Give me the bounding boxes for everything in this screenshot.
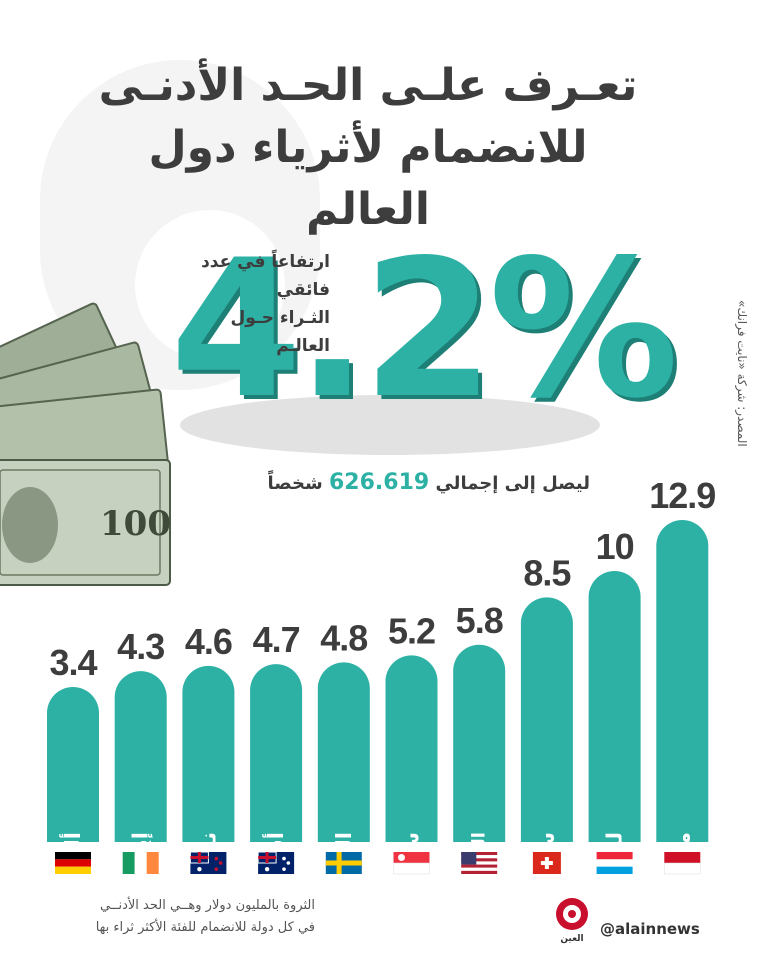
bar-value-label: 3.4 [49,642,97,683]
usa-flag [461,852,498,874]
bar-value-label: 4.6 [185,621,232,662]
switzerland-flag [532,852,561,874]
headline-stat: 4.2% [170,220,679,455]
reach-suffix: شخصاً [267,473,323,494]
bar-value-label: 4.8 [320,617,367,658]
alain-logo-icon: العين [556,898,588,944]
headline-caption: ارتفاعاً في عدد فائقي الثـراء حـول العال… [180,248,330,360]
category-label: الولايات المتحدة [469,832,490,960]
bar [520,597,573,842]
monaco-flag [664,852,701,875]
reach-prefix: ليصل إلى إجمالي [435,473,590,494]
australia-flag [257,851,295,874]
social-handle: @alainnews [600,920,700,938]
headline-shadow [180,395,600,455]
luxembourg-flag [596,852,633,874]
bar-value-label: 5.2 [388,610,435,651]
footnote-line-1: الثروة بالمليون دولار وهــي الحد الأدنــ… [100,898,315,913]
category-label: سنغافورة [400,832,424,932]
bar-value-label: 4.7 [253,619,300,660]
svg-text:100: 100 [100,504,171,544]
title-line-2: للانضمام لأثرياء دول العالم [148,122,588,235]
bar [47,687,99,842]
bar [182,665,235,842]
bar [250,664,303,842]
headline-caption-line-1: ارتفاعاً في عدد فائقي [201,252,330,300]
footnote: الثروة بالمليون دولار وهــي الحد الأدنــ… [20,895,315,939]
singapore-flag [393,852,430,875]
headline-caption-line-2: الثـراء حـول العالـم [230,308,330,356]
source-note: المصدر: شركة «نايت فرانك» [735,300,749,447]
bar [588,570,641,842]
germany-flag [55,852,91,874]
title-line-1: تعـرف علـى الحـد الأدنـى [98,60,638,111]
sweden-flag [325,852,362,874]
category-label: نيوزيلندا [196,832,220,918]
bar-value-label: 10 [596,526,634,567]
bar-value-label: 8.5 [523,552,571,593]
bar [114,671,167,842]
ireland-flag [122,852,159,874]
new-zealand-flag [189,851,227,874]
footnote-line-2: في كل دولة للانضمام للفئة الأكثر ثراء به… [95,920,315,935]
reach-total: ليصل إلى إجمالي 626.619 شخصاً [250,470,590,495]
svg-text:العين: العين [560,934,583,944]
bar [385,655,438,842]
reach-count: 626.619 [328,470,430,495]
bar [453,644,506,842]
bar-value-label: 5.8 [456,600,503,641]
bar [656,520,709,842]
bar-value-label: 4.3 [117,626,164,667]
category-label: لوكسمبورغ [603,832,627,949]
bar [317,662,370,842]
money-bills-illustration: 100 [0,302,171,586]
page-title: تعـرف علـى الحـد الأدنـى للانضمام لأثريا… [88,55,648,241]
bar-value-label: 12.9 [649,475,715,516]
